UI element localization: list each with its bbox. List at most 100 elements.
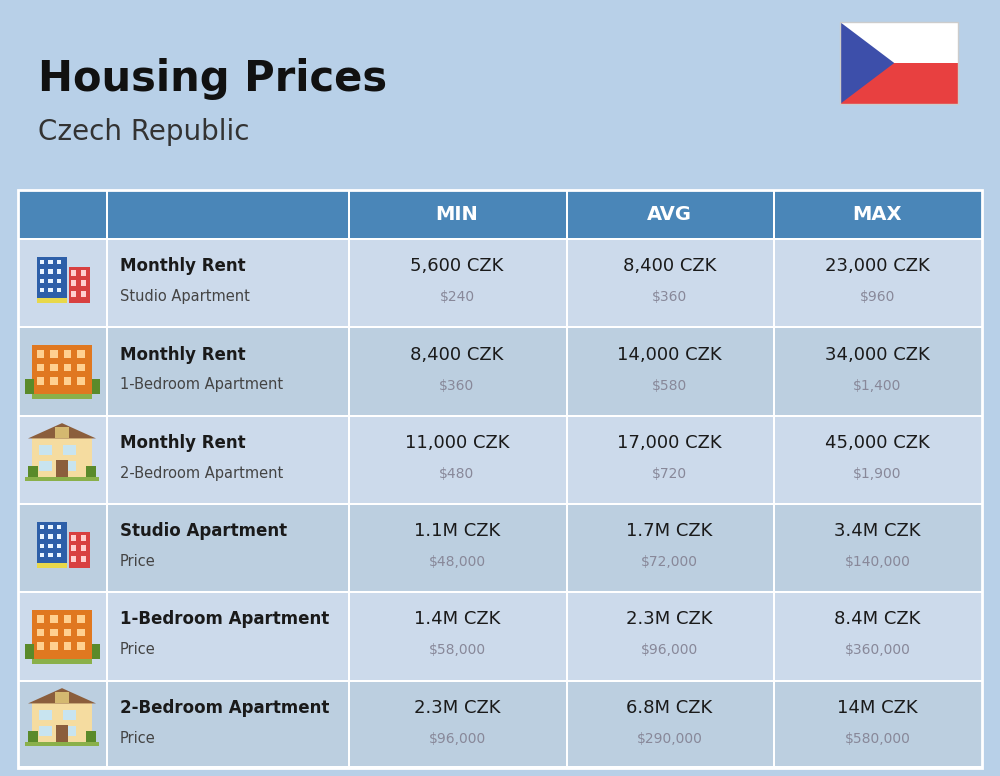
Bar [566,190,568,238]
Bar [28,466,38,476]
Bar [348,414,350,503]
Bar [36,615,44,623]
Bar [18,190,982,238]
Bar [69,267,90,303]
Bar [55,691,69,703]
Text: $360: $360 [652,290,687,304]
Bar [57,525,61,529]
Bar [32,345,92,394]
Bar [106,190,108,238]
Bar [840,22,958,63]
Bar [36,364,44,372]
Bar [81,556,86,562]
Bar [56,725,68,742]
Bar [81,546,86,552]
Bar [77,364,85,372]
Bar [39,710,52,720]
Text: 1.4M CZK: 1.4M CZK [414,611,500,629]
Bar [32,394,92,399]
Bar [840,63,958,104]
Bar [18,414,982,503]
Text: 3.4M CZK: 3.4M CZK [834,522,921,540]
Bar [63,726,76,736]
Bar [77,629,85,636]
Bar [36,629,44,636]
Bar [48,544,53,548]
Text: 2.3M CZK: 2.3M CZK [626,611,713,629]
Bar [18,238,982,327]
Bar [92,644,100,660]
Bar [566,591,568,680]
Bar [773,680,775,768]
Bar [106,327,108,414]
Bar [32,438,92,476]
Bar [773,414,775,503]
Text: Czech Republic: Czech Republic [38,118,250,146]
Text: MIN: MIN [436,205,478,223]
Bar [50,350,58,358]
Bar [48,260,53,265]
Bar [57,553,61,557]
Bar [566,503,568,591]
Bar [36,257,67,303]
Bar [48,269,53,274]
Bar [71,546,76,552]
Text: $480: $480 [439,467,475,481]
Text: $96,000: $96,000 [428,732,486,746]
Text: 2-Bedroom Apartment: 2-Bedroom Apartment [120,466,283,481]
Bar [64,350,71,358]
Text: $580,000: $580,000 [845,732,910,746]
Text: 8,400 CZK: 8,400 CZK [410,345,504,363]
Bar [566,238,568,327]
Bar [348,238,350,327]
Bar [50,377,58,385]
Bar [40,279,44,283]
Bar [48,525,53,529]
Bar [77,643,85,650]
Bar [773,190,775,238]
Text: 1.1M CZK: 1.1M CZK [414,522,500,540]
Bar [77,350,85,358]
Bar [71,291,76,296]
Text: Monthly Rent: Monthly Rent [120,434,246,452]
Bar [71,556,76,562]
Bar [63,710,76,720]
Bar [106,238,108,327]
Text: 2.3M CZK: 2.3M CZK [414,699,500,717]
Bar [64,364,71,372]
Bar [40,525,44,529]
Polygon shape [28,688,96,703]
Bar [50,629,58,636]
Bar [40,535,44,539]
Bar [57,544,61,548]
Bar [36,521,67,568]
Text: 8.4M CZK: 8.4M CZK [834,611,921,629]
Bar [50,615,58,623]
Bar [48,279,53,283]
Bar [81,270,86,276]
Bar [71,535,76,541]
Text: Price: Price [120,643,156,657]
Text: $240: $240 [439,290,475,304]
Bar [57,260,61,265]
Bar [71,270,76,276]
Text: Price: Price [120,554,156,569]
Bar [106,680,108,768]
Text: AVG: AVG [647,205,692,223]
Text: $58,000: $58,000 [428,643,486,657]
Text: Housing Prices: Housing Prices [38,58,387,100]
Bar [39,726,52,736]
Bar [40,260,44,265]
Bar [40,544,44,548]
Bar [57,279,61,283]
Text: Studio Apartment: Studio Apartment [120,522,287,540]
Text: $720: $720 [652,467,687,481]
Bar [57,535,61,539]
Text: 5,600 CZK: 5,600 CZK [410,257,504,275]
Bar [77,615,85,623]
Text: $48,000: $48,000 [428,555,486,569]
Bar [348,503,350,591]
Bar [773,591,775,680]
Bar [566,414,568,503]
Bar [64,629,71,636]
